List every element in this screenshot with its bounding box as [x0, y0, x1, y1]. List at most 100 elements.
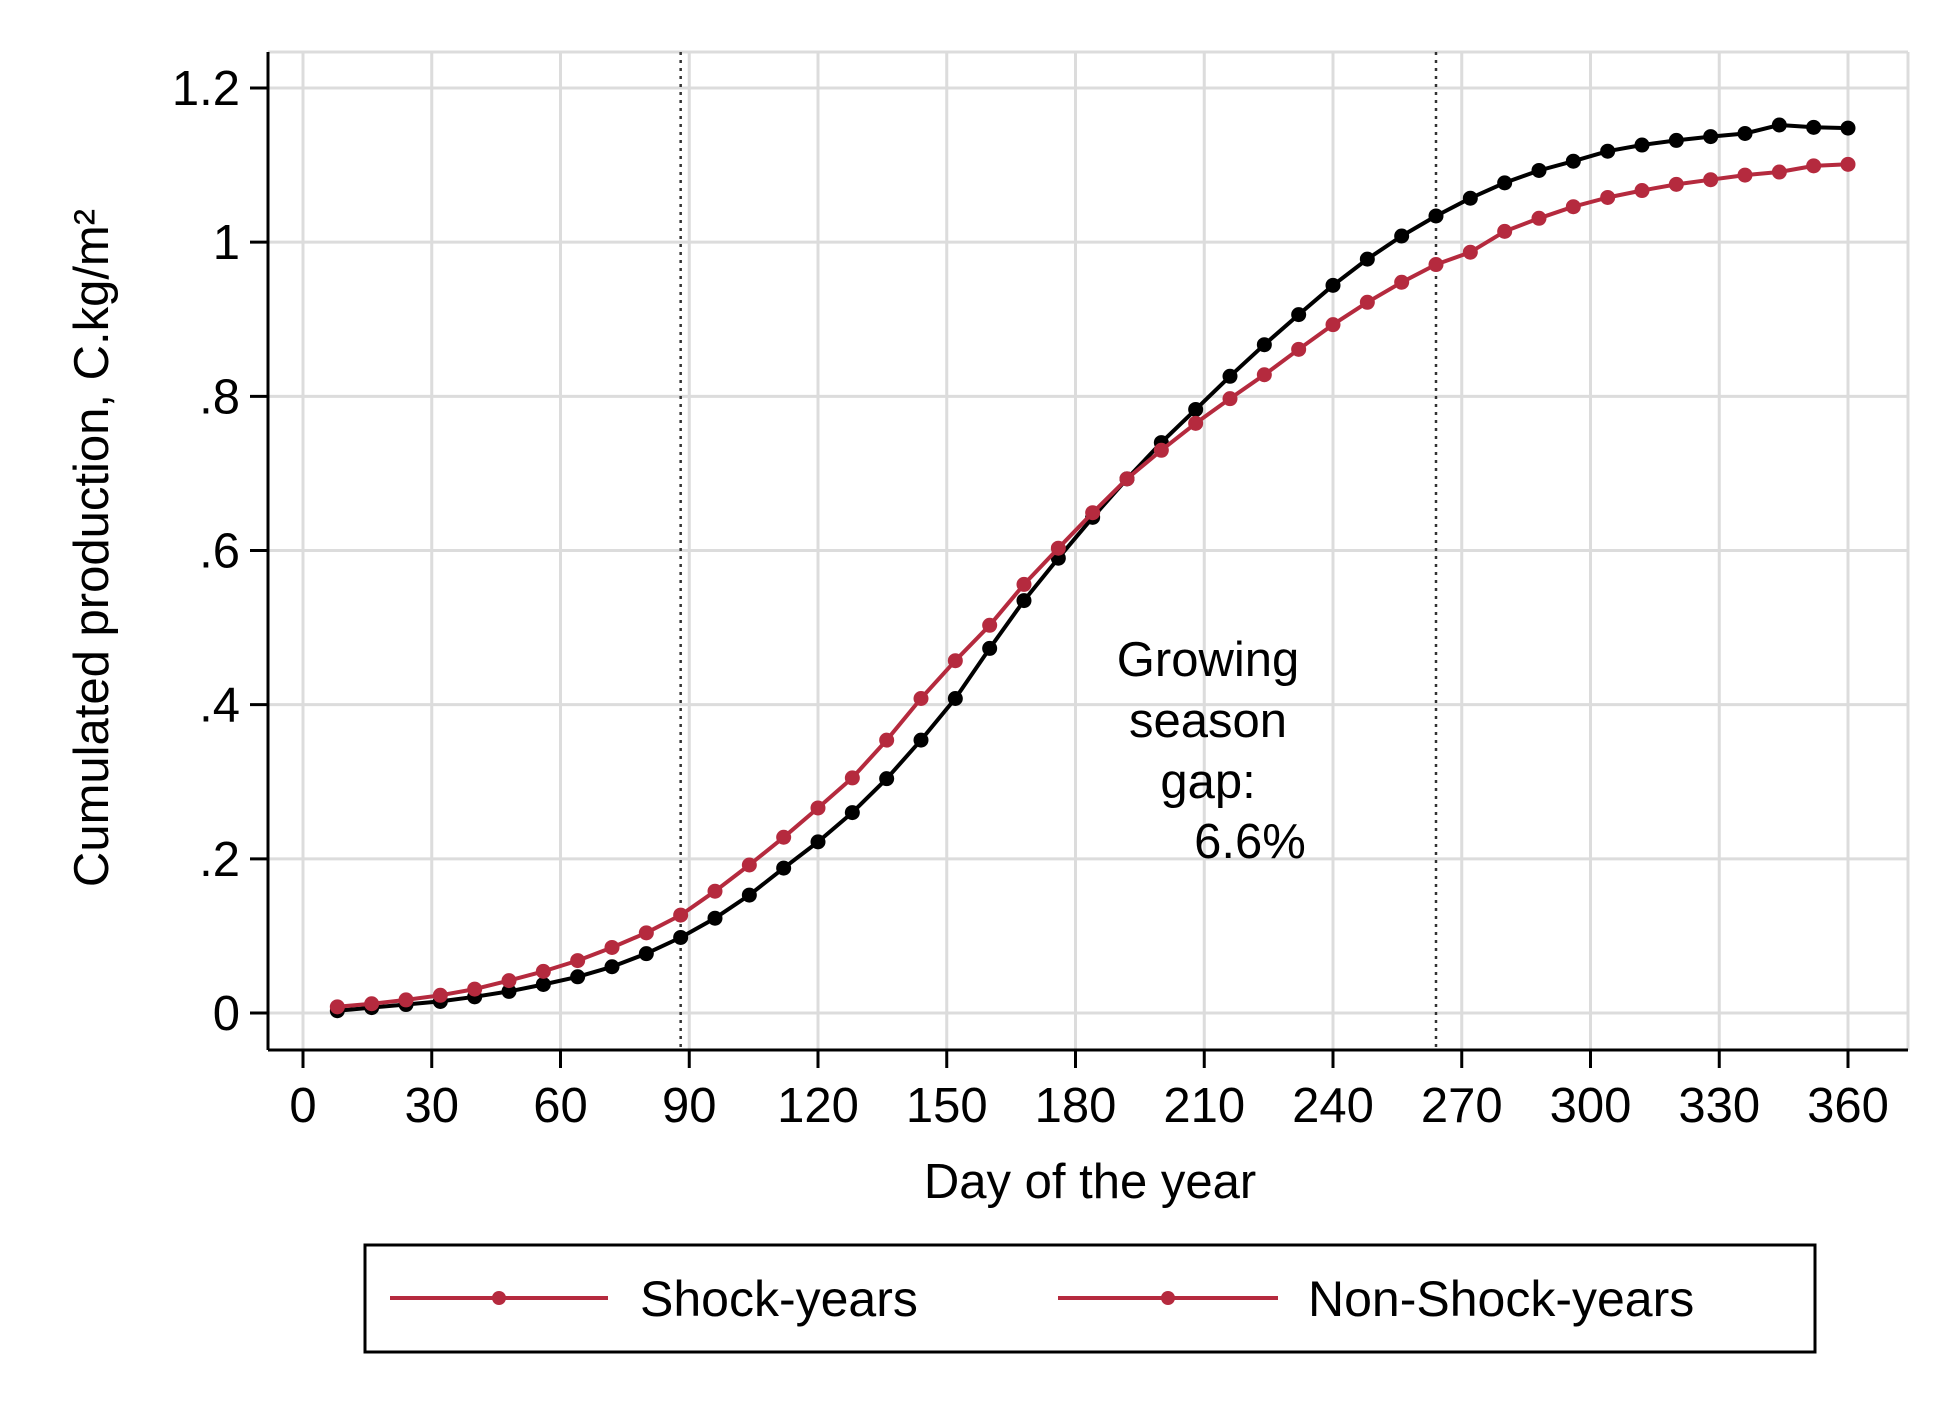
series-point-1: [1222, 391, 1238, 407]
series-point-1: [1462, 244, 1478, 260]
annotation-growing-season-gap: Growing season gap: 6.6%: [1117, 633, 1306, 869]
series-point-1: [1291, 341, 1307, 357]
series-point-0: [844, 805, 860, 821]
series-point-1: [707, 883, 723, 899]
series-point-0: [1771, 117, 1787, 133]
x-tick-label: 30: [404, 1079, 459, 1133]
series-point-0: [1840, 120, 1856, 136]
y-tick-label: .6: [199, 525, 240, 579]
x-tick-label: 60: [533, 1079, 588, 1133]
y-tick-label: 0: [213, 987, 240, 1041]
series-point-1: [1188, 415, 1204, 431]
series-point-1: [947, 653, 963, 669]
series-point-0: [501, 983, 517, 999]
series-point-0: [1462, 190, 1478, 206]
series-point-0: [673, 929, 689, 945]
y-axis-title: Cumulated production, C.kg/m²: [65, 209, 119, 887]
annotation-line-4: 6.6%: [1194, 815, 1306, 869]
x-tick-label: 240: [1292, 1079, 1374, 1133]
legend: Shock-years Non-Shock-years: [363, 1243, 1817, 1354]
series-point-1: [398, 992, 414, 1008]
x-tick-label: 120: [777, 1079, 859, 1133]
series-point-1: [1153, 442, 1169, 458]
series-point-1: [1394, 274, 1410, 290]
grid: [268, 50, 1910, 1050]
series-point-0: [1188, 401, 1204, 417]
series-point-0: [1497, 175, 1513, 191]
series-point-0: [741, 887, 757, 903]
x-tick-label: 210: [1163, 1079, 1245, 1133]
series-point-1: [673, 907, 689, 923]
series-point-1: [1840, 156, 1856, 172]
x-tick-label: 180: [1035, 1079, 1117, 1133]
series-point-1: [879, 732, 895, 748]
series-point-1: [329, 999, 345, 1015]
series-point-0: [1256, 337, 1272, 353]
series-point-1: [1016, 576, 1032, 592]
series-point-0: [1359, 251, 1375, 267]
series-layer: [329, 117, 1856, 1019]
series-point-1: [1497, 223, 1513, 239]
series-point-1: [1531, 210, 1547, 226]
series-point-1: [982, 617, 998, 633]
series-point-1: [570, 953, 586, 969]
series-point-1: [1565, 199, 1581, 215]
series-point-0: [1531, 162, 1547, 178]
legend-marker-shock-years: [492, 1291, 506, 1305]
series-point-1: [1806, 158, 1822, 174]
series-point-0: [913, 732, 929, 748]
series-point-0: [535, 976, 551, 992]
series-point-0: [1737, 125, 1753, 141]
series-point-1: [1634, 183, 1650, 199]
legend-label-non-shock-years: Non-Shock-years: [1308, 1271, 1694, 1327]
x-axis-title: Day of the year: [924, 1155, 1256, 1209]
series-point-1: [1668, 176, 1684, 192]
series-point-1: [1428, 257, 1444, 273]
axes: 0 30 60 90 120 150 180 210 240 270 300 330 360 0 .2 .4.…: [172, 52, 1908, 1133]
y-tick-label: 1: [213, 216, 240, 270]
series-point-1: [1050, 540, 1066, 556]
series-point-1: [1771, 164, 1787, 180]
series-point-0: [1806, 119, 1822, 135]
series-point-0: [1600, 143, 1616, 159]
series-point-0: [810, 834, 826, 850]
series-point-1: [432, 987, 448, 1003]
x-tick-label: 300: [1550, 1079, 1632, 1133]
series-point-0: [707, 910, 723, 926]
series-point-1: [1737, 167, 1753, 183]
series-point-0: [1565, 153, 1581, 169]
series-point-0: [776, 860, 792, 876]
series-point-0: [1668, 132, 1684, 148]
series-point-0: [1325, 277, 1341, 293]
x-tick-label: 360: [1807, 1079, 1889, 1133]
series-point-1: [1256, 367, 1272, 383]
series-point-0: [982, 640, 998, 656]
legend-label-shock-years: Shock-years: [640, 1271, 918, 1327]
x-tick-label: 0: [289, 1079, 316, 1133]
series-point-1: [810, 800, 826, 816]
series-point-1: [913, 691, 929, 706]
series-point-1: [1325, 317, 1341, 333]
legend-marker-non-shock-years: [1161, 1291, 1175, 1305]
series-point-1: [741, 857, 757, 873]
series-point-0: [1016, 593, 1032, 609]
series-point-0: [1291, 307, 1307, 323]
series-point-1: [501, 973, 517, 989]
annotation-line-3: gap:: [1160, 755, 1255, 809]
y-tick-label: .2: [199, 833, 240, 887]
series-point-0: [1634, 137, 1650, 153]
y-tick-label: .8: [199, 370, 240, 424]
series-point-1: [776, 829, 792, 845]
annotation-line-1: Growing: [1117, 633, 1299, 687]
series-point-0: [570, 969, 586, 985]
y-tick-label: .4: [199, 679, 240, 733]
series-point-1: [467, 981, 483, 997]
series-point-0: [1394, 228, 1410, 244]
series-point-0: [1222, 368, 1238, 384]
series-point-0: [879, 771, 895, 787]
series-point-1: [1703, 172, 1719, 188]
x-tick-label: 270: [1421, 1079, 1503, 1133]
series-point-1: [638, 925, 654, 941]
